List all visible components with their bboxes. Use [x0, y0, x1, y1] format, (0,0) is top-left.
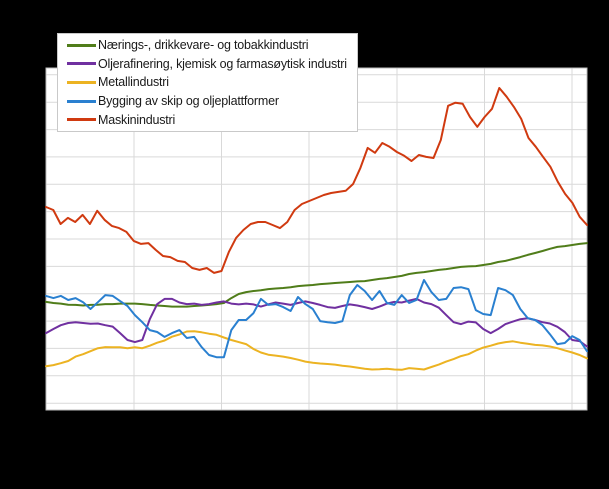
legend-item: Oljerafinering, kjemisk og farmasøytisk …: [67, 55, 347, 74]
series-line-bygging-skip-oljeplattformer: [45, 279, 588, 359]
legend-line-swatch-icon: [67, 80, 96, 84]
legend-line-swatch-icon: [67, 43, 96, 47]
legend-item-label: Metallindustri: [98, 75, 169, 90]
legend-item: Maskinindustri: [67, 110, 347, 129]
legend-item-label: Oljerafinering, kjemisk og farmasøytisk …: [98, 56, 347, 71]
legend-item-label: Bygging av skip og oljeplattformer: [98, 94, 279, 109]
legend-item-label: Nærings-, drikkevare- og tobakkindustri: [98, 38, 309, 53]
legend-item: Nærings-, drikkevare- og tobakkindustri: [67, 36, 347, 55]
legend-line-swatch-icon: [67, 99, 96, 103]
legend-item-label: Maskinindustri: [98, 112, 176, 127]
legend-item: Bygging av skip og oljeplattformer: [67, 92, 347, 111]
legend-item: Metallindustri: [67, 73, 347, 92]
chart-legend: Nærings-, drikkevare- og tobakkindustri …: [57, 33, 358, 132]
series-line-maskinindustri: [45, 87, 588, 274]
series-line-naerings-drikkevare-tobakk: [45, 242, 588, 308]
series-line-metallindustri: [45, 330, 588, 371]
series-line-oljerafinering-kjemisk-farmasoytisk: [45, 297, 588, 348]
legend-line-swatch-icon: [67, 118, 96, 122]
legend-line-swatch-icon: [67, 62, 96, 66]
